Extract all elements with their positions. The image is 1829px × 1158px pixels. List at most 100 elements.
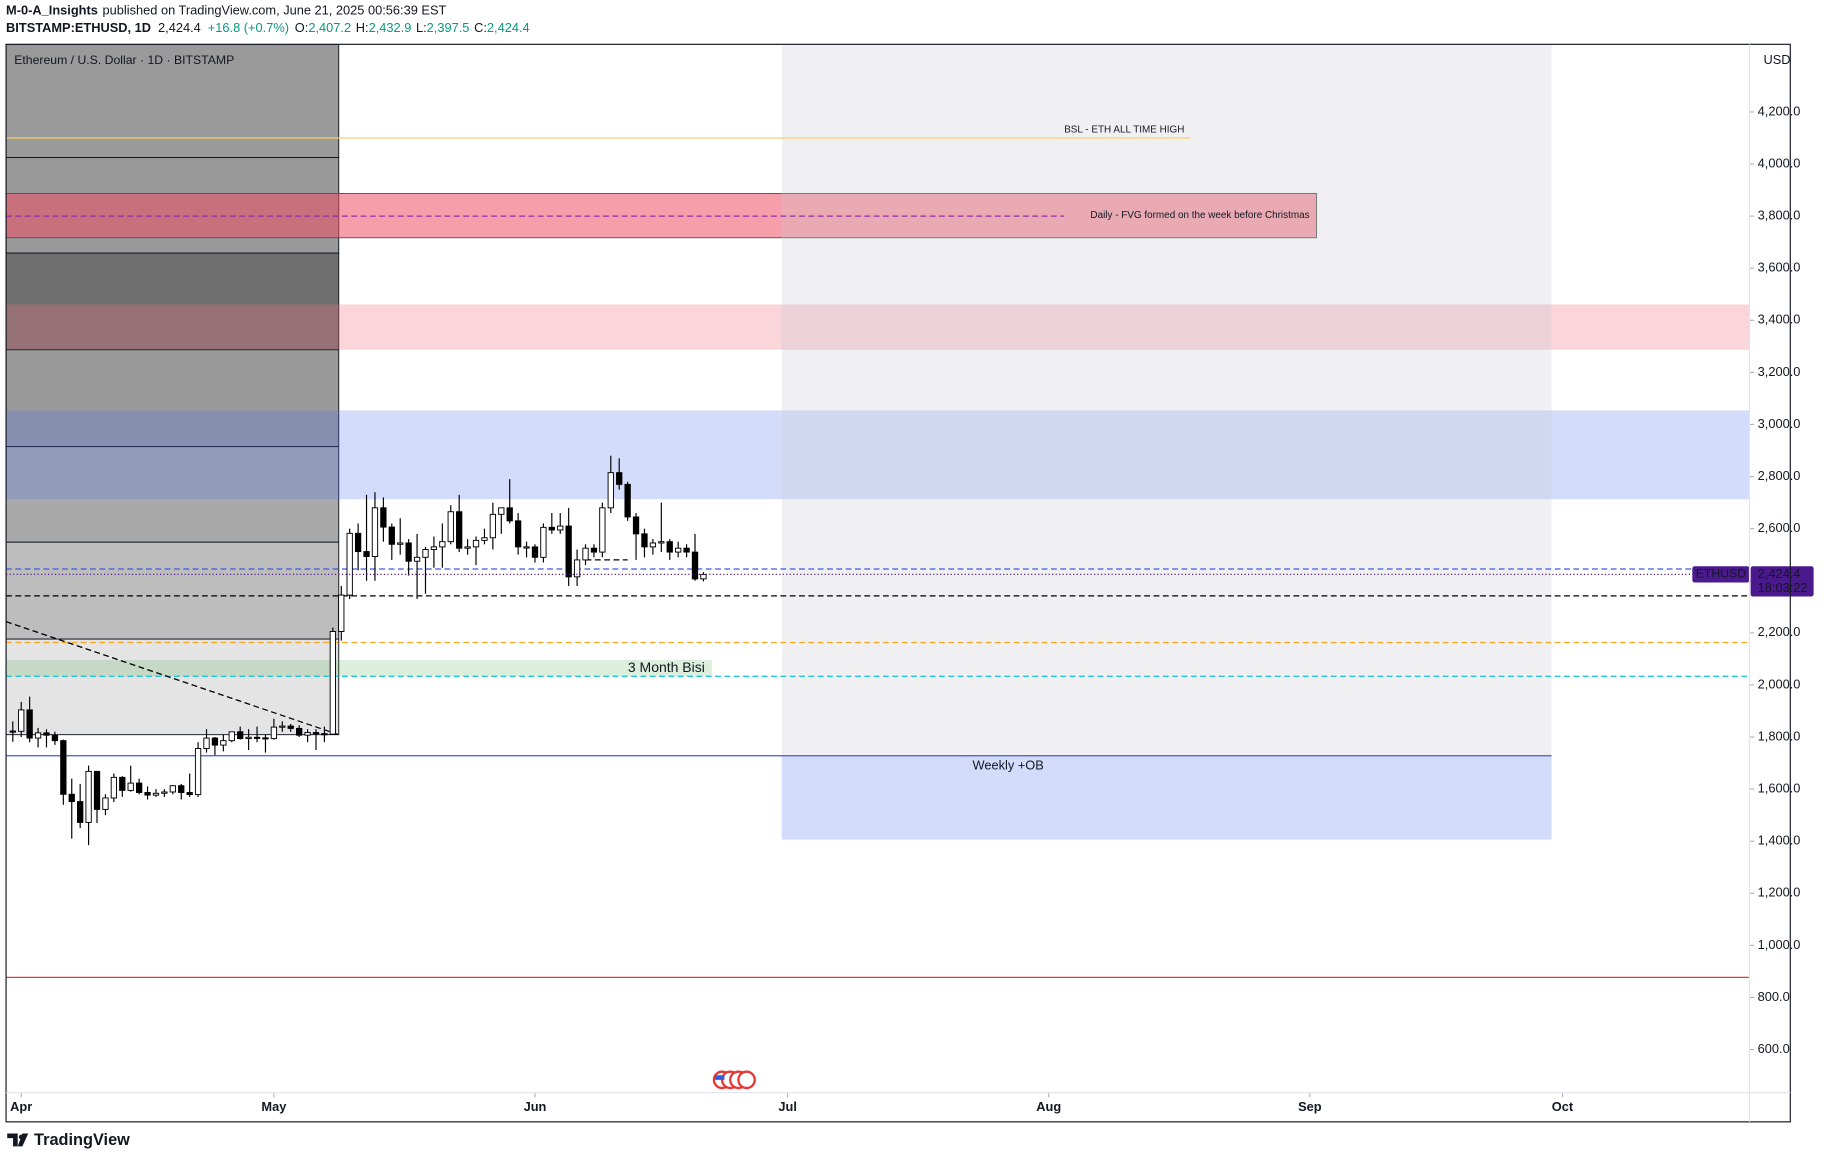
currency: USD — [1763, 52, 1790, 67]
candle-body — [338, 594, 345, 632]
candle-body — [397, 542, 404, 545]
y-tick-label: 2,200.0 — [1758, 624, 1801, 639]
range-box — [6, 541, 340, 640]
candle-body — [683, 547, 690, 553]
price-tag — [1750, 566, 1814, 597]
o-label: O: — [295, 21, 309, 36]
change: +16.8 (+0.7%) — [208, 21, 289, 36]
candle-body — [388, 526, 395, 545]
l-label: L: — [416, 21, 427, 36]
candle-body — [169, 785, 176, 793]
price-tag-label: 2,424.4 — [1758, 566, 1801, 581]
candle-body — [144, 792, 151, 796]
candle-body — [119, 776, 126, 791]
candle-body — [498, 507, 505, 515]
candle-body — [641, 533, 648, 548]
y-tick-label: 3,800.0 — [1758, 208, 1801, 223]
y-tick-label: 2,600.0 — [1758, 520, 1801, 535]
range-box — [6, 252, 340, 351]
x-tick-label: Oct — [1552, 1099, 1574, 1114]
x-tick-label: Jun — [524, 1099, 547, 1114]
candle-body — [321, 733, 328, 736]
close-value: 2,424.4 — [487, 21, 530, 36]
candle-body — [514, 520, 522, 548]
candle-body — [599, 507, 606, 553]
candle-body — [489, 513, 497, 539]
candle-body — [9, 730, 16, 733]
frame — [5, 43, 1791, 1123]
y-tick-label: 3,200.0 — [1758, 364, 1801, 379]
author: M-0-A_Insights — [6, 3, 98, 18]
range-box — [6, 446, 340, 543]
candle-body — [616, 472, 623, 485]
candle-body — [93, 770, 101, 810]
candle-body — [582, 547, 589, 561]
y-tick-label: 3,600.0 — [1758, 260, 1801, 275]
candle-body — [691, 551, 699, 580]
candle-body — [666, 541, 673, 553]
candle-body — [77, 801, 84, 823]
candle-body — [110, 776, 118, 799]
axes: 600.0 800.0 1,000.0 1,200.0 1,400.0 1,600.0 1,… — [10, 103, 1814, 1114]
candle-body — [18, 709, 25, 732]
candle-body — [68, 793, 75, 803]
candle-body — [102, 797, 109, 810]
candle-body — [270, 726, 278, 740]
candle-body — [540, 526, 547, 558]
candle-body — [531, 546, 539, 558]
brand: TradingView — [34, 1131, 130, 1149]
high-value: 2,432.9 — [369, 21, 412, 36]
candle-body — [380, 507, 387, 528]
y-tick-label: 1,800.0 — [1758, 728, 1801, 743]
y-tick-label: 600.0 — [1758, 1041, 1790, 1056]
candle-body — [296, 727, 303, 736]
y-tick-label: 800.0 — [1758, 989, 1790, 1004]
h-label: H: — [356, 21, 369, 36]
symbol-tag-label: ETHUSD — [1696, 567, 1746, 581]
candle-body — [228, 731, 235, 742]
candle-body — [85, 770, 92, 823]
candle-body — [262, 737, 269, 740]
brand-logo — [7, 1133, 29, 1147]
candle-body — [135, 782, 143, 793]
candle-body — [590, 547, 598, 553]
candle-body — [43, 732, 50, 736]
candle-body — [60, 740, 67, 795]
y-tick-label: 3,400.0 — [1758, 312, 1801, 327]
zone — [6, 659, 712, 677]
candle-body — [287, 725, 294, 729]
candle-body — [624, 483, 631, 518]
zone-label: 3 Month Bisi — [628, 659, 705, 675]
event-icons — [712, 1070, 756, 1090]
zone — [6, 304, 1750, 350]
candle-body — [675, 547, 682, 553]
y-tick-label: 1,000.0 — [1758, 937, 1801, 952]
range-box — [6, 44, 340, 158]
zone-label: Weekly +OB — [972, 758, 1043, 773]
candle-body — [312, 732, 320, 735]
candle-body — [565, 525, 572, 578]
candle-body — [26, 709, 33, 739]
candle-body — [279, 725, 286, 728]
x-tick-label: Aug — [1036, 1099, 1061, 1114]
chart-title: Ethereum / U.S. Dollar · 1D · BITSTAMP — [14, 53, 234, 67]
candle-body — [506, 507, 513, 522]
candle-body — [34, 732, 42, 739]
candle-body — [194, 748, 202, 796]
y-tick-label: 1,600.0 — [1758, 780, 1801, 795]
y-tick-label: 1,200.0 — [1758, 885, 1801, 900]
candle-body — [220, 740, 227, 746]
candle-body — [304, 732, 311, 736]
candle-body — [127, 782, 134, 791]
candle-body — [658, 541, 665, 544]
candle-body — [51, 734, 59, 742]
candle-body — [245, 736, 252, 740]
candle-body — [186, 792, 193, 796]
candle-body — [354, 532, 362, 553]
symbol-tag — [1692, 566, 1750, 583]
range-box — [6, 638, 340, 736]
candle-body — [456, 511, 463, 549]
zone — [781, 44, 1552, 756]
